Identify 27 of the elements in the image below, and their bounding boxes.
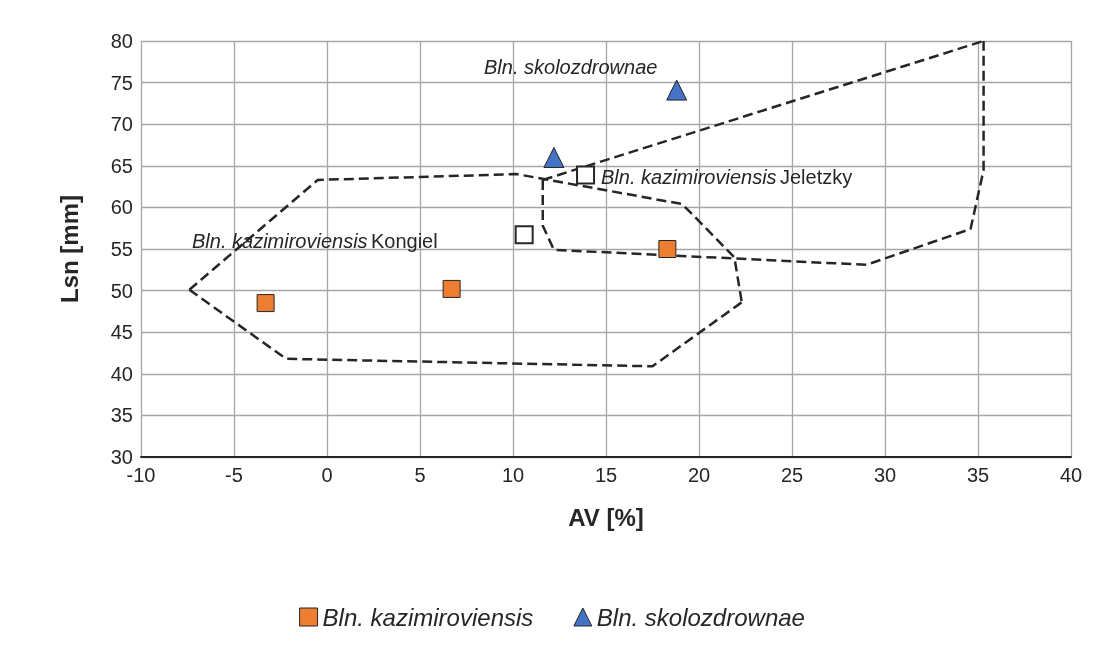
annotation: Bln. kazimiroviensis Jeletzky xyxy=(601,166,853,188)
x-tick-label: 40 xyxy=(1059,464,1083,486)
legend-label: Bln. kazimiroviensis xyxy=(322,603,534,631)
x-tick-label: 0 xyxy=(321,464,333,486)
y-tick-label: 40 xyxy=(110,362,133,385)
annotation: Bln. kazimiroviensis Kongiel xyxy=(192,230,438,252)
x-tick-label: 5 xyxy=(414,464,426,486)
x-tick-label: -5 xyxy=(225,464,243,486)
x-tick-label: 20 xyxy=(687,464,711,486)
y-tick-label: 60 xyxy=(110,196,133,219)
y-tick-label: 65 xyxy=(110,154,133,177)
y-tick-label: 75 xyxy=(110,71,133,94)
y-axis-title: Lsn [mm] xyxy=(55,195,83,303)
x-tick-label: 30 xyxy=(873,464,897,486)
annotation: Bln. skolozdrownae xyxy=(484,56,658,78)
y-tick-label: 45 xyxy=(110,321,133,344)
y-tick-label: 55 xyxy=(110,238,133,260)
x-tick-label: 25 xyxy=(780,464,804,486)
x-axis-title: AV [%] xyxy=(568,503,644,531)
y-tick-label: 70 xyxy=(110,113,133,136)
legend-label: Bln. skolozdrownae xyxy=(596,603,805,631)
y-tick-label: 80 xyxy=(110,30,133,52)
y-tick-label: 35 xyxy=(110,404,133,427)
x-tick-label: 35 xyxy=(966,464,990,486)
y-tick-label: 50 xyxy=(110,279,133,302)
x-tick-label: 10 xyxy=(501,464,525,486)
x-tick-label: 15 xyxy=(594,464,618,486)
